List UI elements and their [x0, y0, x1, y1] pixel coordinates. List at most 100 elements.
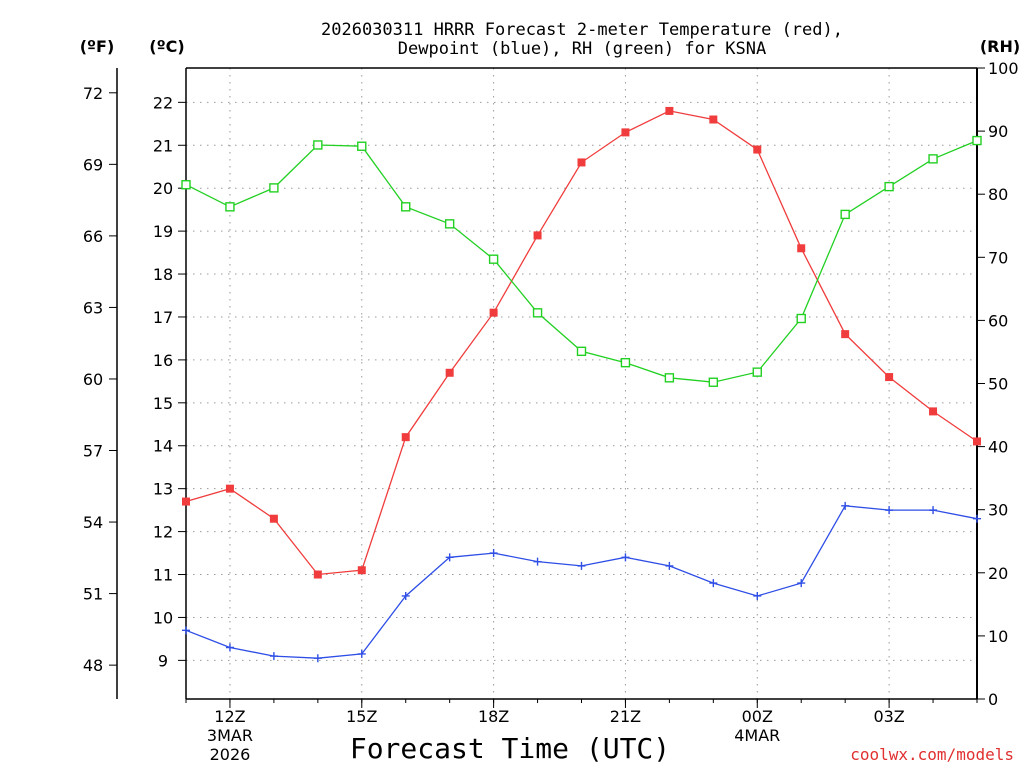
celsius-tick-label: 14 [153, 437, 173, 456]
dewpoint-point [841, 501, 850, 510]
x-tick-label: 21Z [610, 707, 641, 726]
celsius-tick-label: 12 [153, 523, 173, 542]
fahrenheit-tick-label: 57 [83, 442, 103, 461]
axes: 9 10 11 12 13 14 15 16 17 18 19 20 21 22 48 51 54 57 60 63 6… [83, 59, 1019, 764]
temperature-point [269, 514, 278, 523]
chart-title-line2: Dewpoint (blue), RH (green) for KSNA [398, 39, 766, 59]
temperature-point [665, 106, 674, 115]
dewpoint-point [357, 649, 366, 658]
temperature-point [401, 433, 410, 442]
celsius-tick-label: 10 [153, 608, 173, 627]
rh-point [532, 308, 543, 318]
dewpoint-point [709, 579, 718, 588]
series-layer [181, 106, 982, 663]
temperature-point [797, 244, 806, 253]
celsius-tick-label: 11 [153, 566, 173, 585]
rh-tick-label: 30 [988, 501, 1008, 520]
rh-tick-label: 60 [988, 311, 1008, 330]
temperature-point [885, 373, 894, 382]
credit-text: coolwx.com/models [850, 745, 1014, 764]
rh-point [972, 135, 982, 146]
temperature-point [709, 115, 718, 124]
rh-tick-label: 0 [988, 690, 998, 709]
celsius-tick-label: 17 [153, 308, 173, 327]
fahrenheit-tick-label: 66 [83, 227, 103, 246]
x-date-label: 4MAR [734, 726, 780, 745]
fahrenheit-tick-label: 72 [83, 84, 103, 103]
temperature-point [445, 368, 454, 377]
unit-label-fahrenheit: (ºF) [80, 37, 115, 56]
rh-point [488, 254, 499, 264]
dewpoint-point [182, 626, 190, 635]
celsius-tick-label: 16 [153, 351, 173, 370]
chart-title-line1: 2026030311 HRRR Forecast 2-meter Tempera… [321, 20, 843, 40]
rh-tick-label: 100 [988, 59, 1019, 78]
dewpoint-point [269, 652, 278, 661]
temperature-point [577, 158, 586, 167]
rh-point [752, 367, 762, 377]
rh-tick-label: 40 [988, 438, 1008, 457]
dewpoint-point [577, 561, 586, 570]
rh-tick-label: 90 [988, 122, 1008, 141]
rh-point [620, 357, 631, 368]
celsius-tick-label: 21 [153, 136, 173, 155]
x-tick-label: 18Z [478, 707, 509, 726]
rh-point [401, 202, 411, 212]
rh-point [708, 377, 719, 387]
rh-point [664, 373, 675, 383]
fahrenheit-tick-label: 48 [83, 656, 103, 675]
fahrenheit-tick-label: 69 [83, 155, 103, 174]
fahrenheit-tick-label: 54 [83, 513, 103, 532]
dewpoint-point [445, 553, 454, 562]
temperature-point [841, 330, 850, 339]
temperature-point [489, 308, 498, 317]
unit-label-celsius: (ºC) [149, 37, 184, 56]
rh-point [884, 181, 894, 192]
dewpoint-point [797, 579, 806, 588]
rh-point [313, 140, 323, 150]
rh-point [444, 219, 455, 229]
dewpoint-point [401, 591, 410, 600]
x-axis-title: Forecast Time (UTC) [350, 732, 670, 765]
temperature-point [313, 570, 322, 579]
temperature-point [533, 231, 542, 240]
rh-tick-label: 50 [988, 375, 1008, 394]
rh-point [576, 346, 587, 357]
celsius-tick-label: 15 [153, 394, 173, 413]
rh-tick-label: 10 [988, 627, 1008, 646]
dewpoint-point [489, 549, 498, 558]
rh-tick-label: 20 [988, 564, 1008, 583]
x-tick-label: 15Z [346, 707, 377, 726]
x-tick-label: 00Z [742, 707, 773, 726]
temperature-point [929, 407, 938, 416]
fahrenheit-tick-label: 60 [83, 370, 103, 389]
celsius-tick-label: 19 [153, 222, 173, 241]
dewpoint-point [929, 506, 938, 515]
x-year-label: 2026 [210, 745, 251, 764]
temperature-point [182, 497, 190, 506]
grid [186, 68, 977, 699]
dewpoint-point [973, 514, 981, 523]
temperature-point [753, 145, 762, 154]
rh-point [928, 154, 938, 164]
fahrenheit-tick-label: 63 [83, 298, 103, 317]
fahrenheit-tick-label: 51 [83, 585, 103, 604]
dewpoint-point [533, 557, 542, 566]
rh-point [840, 209, 850, 220]
dewpoint-point [665, 561, 674, 570]
celsius-tick-label: 18 [153, 265, 173, 284]
rh-point [181, 180, 191, 190]
rh-point [269, 183, 279, 193]
rh-tick-label: 70 [988, 248, 1008, 267]
temperature-point [225, 484, 234, 493]
celsius-tick-label: 22 [153, 93, 173, 112]
temperature-point [621, 128, 630, 137]
x-date-label: 3MAR [207, 726, 253, 745]
temperature-point [357, 566, 366, 575]
celsius-tick-label: 20 [153, 179, 173, 198]
dewpoint-point [753, 591, 762, 600]
x-tick-label: 03Z [873, 707, 904, 726]
rh-point [225, 202, 235, 212]
rh-point [796, 313, 806, 324]
